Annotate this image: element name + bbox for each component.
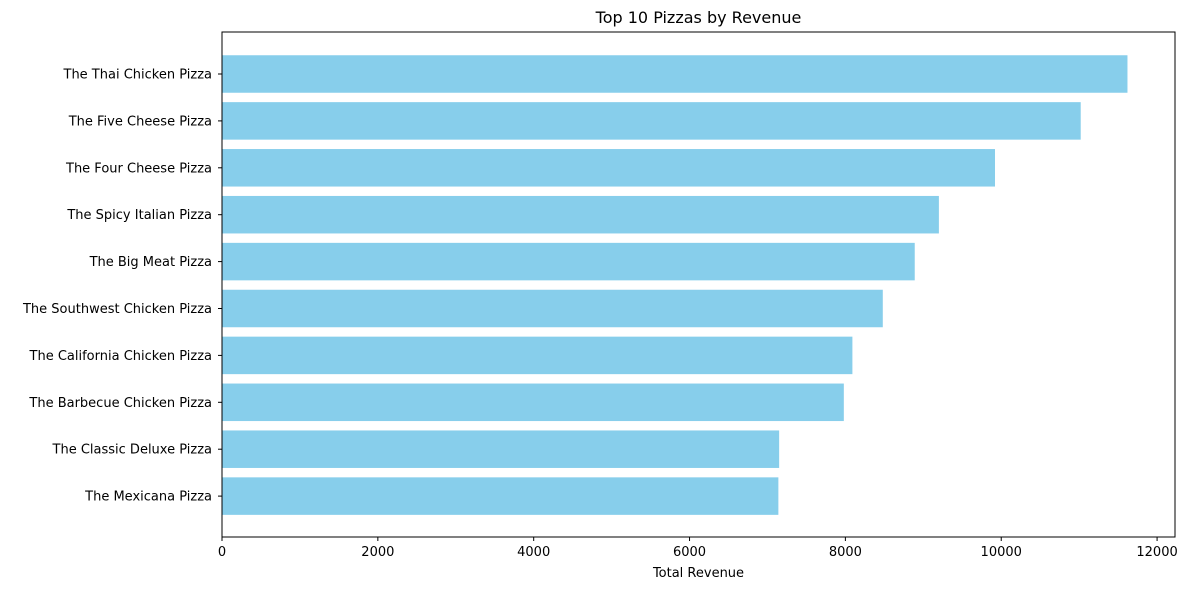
bar-10 — [222, 477, 779, 515]
bar-3 — [222, 149, 995, 187]
y-tick-label: The Big Meat Pizza — [89, 255, 212, 270]
x-tick-label: 6000 — [673, 545, 706, 560]
y-tick-label: The Mexicana Pizza — [84, 490, 212, 505]
bar-7 — [222, 336, 853, 375]
bar-5 — [222, 242, 915, 281]
plot-frame — [221, 31, 1176, 538]
bar-9 — [222, 430, 780, 468]
y-tick-label: The Spicy Italian Pizza — [66, 208, 212, 223]
y-tick-label: The Four Cheese Pizza — [65, 161, 212, 176]
x-axis-label: Total Revenue — [652, 566, 744, 581]
y-tick-label: The Thai Chicken Pizza — [63, 68, 213, 83]
bar-4 — [222, 195, 939, 234]
y-tick-label: The Classic Deluxe Pizza — [52, 443, 212, 458]
y-tick-label: The Southwest Chicken Pizza — [22, 302, 212, 317]
x-tick-label: 12000 — [1136, 545, 1177, 560]
x-tick-label: 0 — [218, 545, 226, 560]
x-tick-label: 4000 — [517, 545, 550, 560]
x-axis: 0 2000 4000 6000 8000 10000 12000 — [218, 537, 1178, 560]
bar-8 — [222, 383, 844, 422]
bars-group — [222, 55, 1128, 515]
bar-1 — [222, 55, 1128, 93]
y-tick-label: The California Chicken Pizza — [29, 349, 212, 364]
x-tick-label: 8000 — [829, 545, 862, 560]
x-tick-label: 10000 — [981, 545, 1022, 560]
x-tick-label: 2000 — [361, 545, 394, 560]
bar-2 — [222, 102, 1081, 140]
y-axis: The Thai Chicken Pizza The Five Cheese Pi… — [22, 68, 222, 505]
y-tick-label: The Five Cheese Pizza — [68, 114, 212, 129]
bar-6 — [222, 289, 883, 328]
chart-title: Top 10 Pizzas by Revenue — [595, 8, 802, 27]
y-tick-label: The Barbecue Chicken Pizza — [28, 396, 212, 411]
